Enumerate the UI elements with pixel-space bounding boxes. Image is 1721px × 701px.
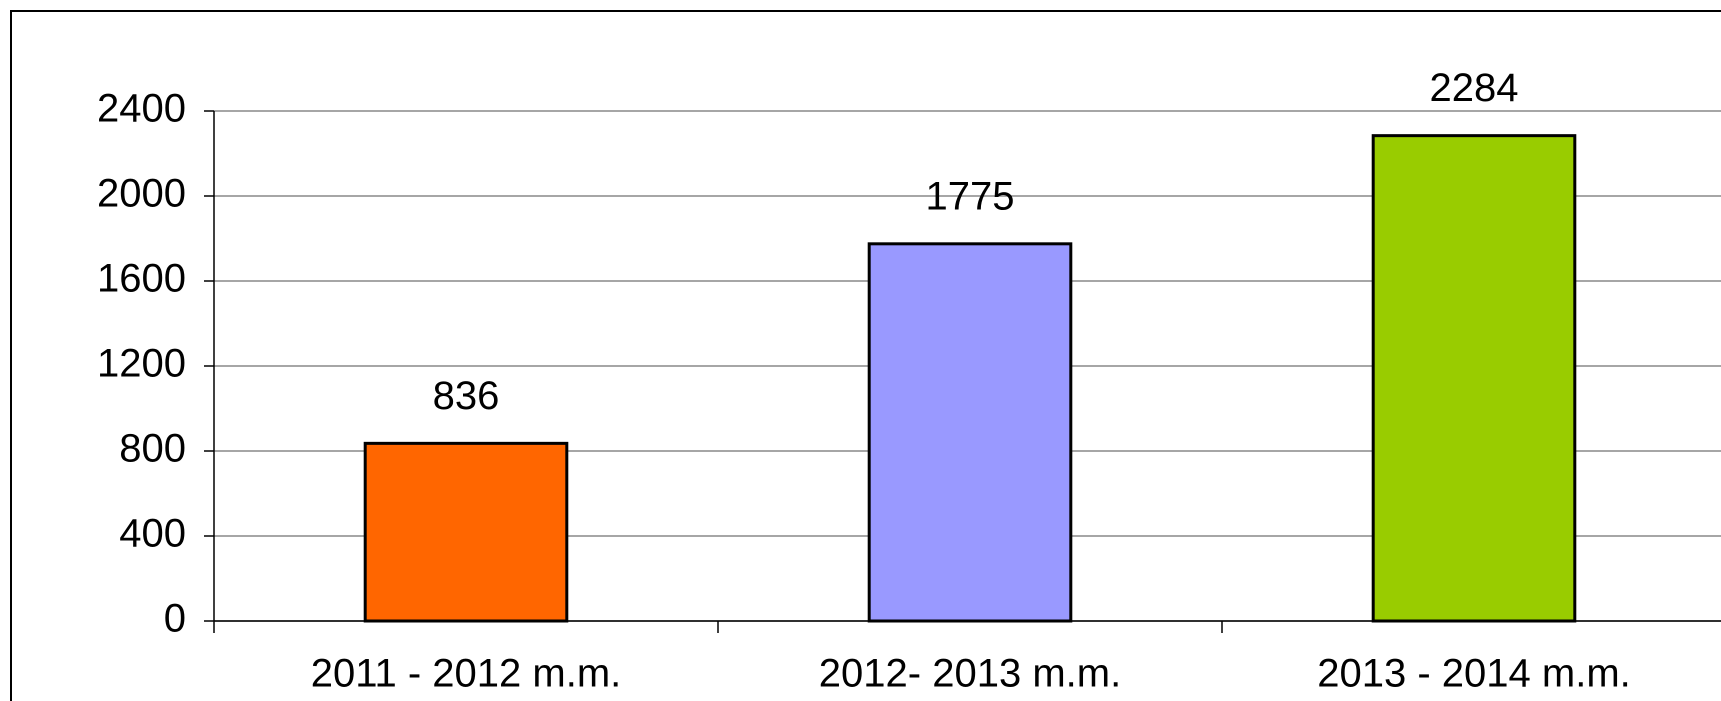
y-tick-label: 400: [119, 512, 186, 556]
y-tick-label: 1200: [97, 342, 186, 386]
x-tick-label: 2012- 2013 m.m.: [819, 652, 1121, 696]
bar: [363, 441, 569, 623]
data-label: 836: [433, 374, 500, 418]
x-tick-label: 2013 - 2014 m.m.: [1317, 652, 1631, 696]
bar: [867, 242, 1073, 623]
data-label: 1775: [926, 174, 1015, 218]
y-tick-label: 2400: [97, 87, 186, 131]
y-tick-label: 800: [119, 427, 186, 471]
y-tick-label: 2000: [97, 172, 186, 216]
y-tick-label: 0: [164, 597, 186, 641]
x-tick-label: 2011 - 2012 m.m.: [311, 652, 622, 696]
y-tick-label: 1600: [97, 257, 186, 301]
bar: [1371, 134, 1577, 623]
data-label: 2284: [1430, 66, 1519, 110]
